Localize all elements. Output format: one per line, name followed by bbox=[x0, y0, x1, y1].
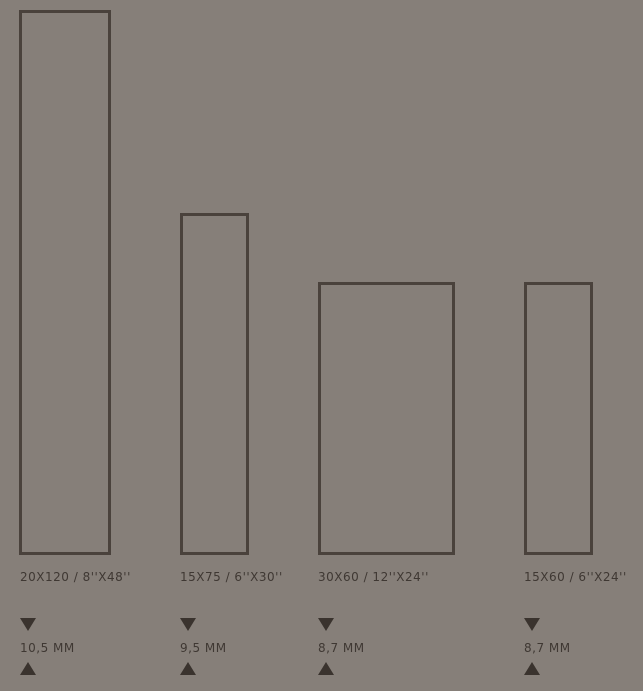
tile-outline-15x75 bbox=[180, 213, 249, 555]
thickness-up-arrow-icon bbox=[180, 662, 196, 675]
tile-thickness-label: 8,7 MM bbox=[524, 641, 571, 655]
thickness-up-arrow-icon bbox=[524, 662, 540, 675]
thickness-up-arrow-icon bbox=[318, 662, 334, 675]
tile-size-label: 20X120 / 8''X48'' bbox=[20, 570, 131, 584]
thickness-down-arrow-icon bbox=[20, 618, 36, 631]
thickness-down-arrow-icon bbox=[524, 618, 540, 631]
tile-outline-30x60 bbox=[318, 282, 455, 555]
thickness-down-arrow-icon bbox=[180, 618, 196, 631]
thickness-down-arrow-icon bbox=[318, 618, 334, 631]
tile-thickness-label: 8,7 MM bbox=[318, 641, 365, 655]
thickness-up-arrow-icon bbox=[20, 662, 36, 675]
tile-size-label: 30X60 / 12''X24'' bbox=[318, 570, 429, 584]
tile-thickness-label: 10,5 MM bbox=[20, 641, 75, 655]
tile-size-label: 15X75 / 6''X30'' bbox=[180, 570, 283, 584]
tile-size-label: 15X60 / 6''X24'' bbox=[524, 570, 627, 584]
tile-outline-20x120 bbox=[19, 10, 111, 555]
tile-outline-15x60 bbox=[524, 282, 593, 555]
tile-thickness-label: 9,5 MM bbox=[180, 641, 227, 655]
